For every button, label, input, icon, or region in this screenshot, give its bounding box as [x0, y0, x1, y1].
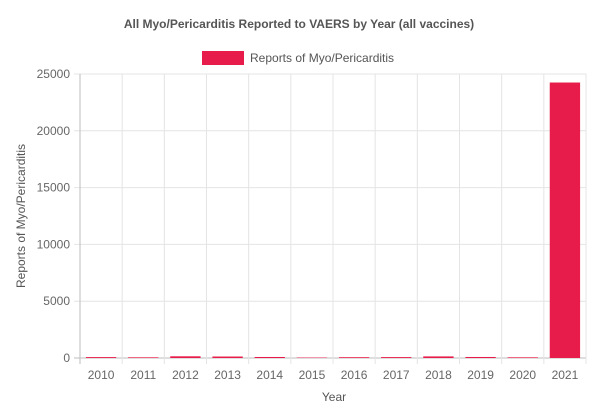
bar-2017[interactable]: [381, 357, 411, 358]
bar-2020[interactable]: [508, 357, 538, 358]
x-tick-label: 2015: [299, 368, 326, 382]
x-tick-label: 2020: [509, 368, 536, 382]
y-tick-label: 20000: [37, 124, 71, 138]
bar-2016[interactable]: [339, 357, 369, 358]
x-axis-label: Year: [322, 390, 346, 404]
y-tick-label: 10000: [37, 237, 71, 251]
bar-2012[interactable]: [170, 356, 200, 358]
bar-2021[interactable]: [550, 83, 580, 358]
bar-2010[interactable]: [86, 357, 116, 358]
x-tick-label: 2011: [130, 368, 156, 382]
y-tick-label: 0: [63, 351, 70, 365]
grid: [74, 74, 586, 364]
y-tick-label: 5000: [43, 294, 70, 308]
legend-swatch: [202, 51, 244, 65]
x-tick-label: 2021: [552, 368, 579, 382]
x-tick-label: 2012: [172, 368, 199, 382]
y-tick-label: 25000: [37, 67, 71, 81]
y-tick-label: 15000: [37, 181, 71, 195]
x-tick-label: 2017: [383, 368, 410, 382]
bar-2013[interactable]: [212, 357, 242, 358]
x-tick-label: 2010: [88, 368, 115, 382]
y-axis-label: Reports of Myo/Pericarditis: [14, 144, 28, 288]
bar-2011[interactable]: [128, 357, 158, 358]
bar-2014[interactable]: [255, 357, 285, 358]
legend[interactable]: Reports of Myo/Pericarditis: [202, 51, 394, 65]
x-tick-label: 2019: [467, 368, 494, 382]
chart-title: All Myo/Pericarditis Reported to VAERS b…: [124, 17, 474, 31]
x-tick-label: 2016: [341, 368, 368, 382]
x-tick-label: 2014: [256, 368, 283, 382]
bar-2019[interactable]: [465, 357, 495, 358]
legend-label: Reports of Myo/Pericarditis: [250, 51, 394, 65]
x-tick-label: 2013: [214, 368, 241, 382]
axes: 0 5000 10000 15000 20000 25000 2010 2011 2012 201…: [37, 67, 579, 382]
bar-2018[interactable]: [423, 356, 453, 358]
x-tick-label: 2018: [425, 368, 452, 382]
